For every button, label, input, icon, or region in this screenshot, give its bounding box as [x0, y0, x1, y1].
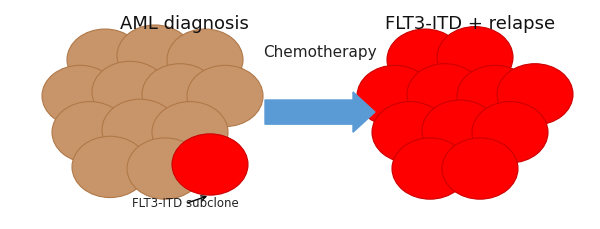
Ellipse shape — [372, 102, 448, 163]
Ellipse shape — [102, 99, 178, 161]
Ellipse shape — [52, 102, 128, 163]
Ellipse shape — [42, 65, 118, 127]
Text: FLT3-ITD subclone: FLT3-ITD subclone — [131, 196, 238, 210]
Ellipse shape — [142, 64, 218, 125]
Ellipse shape — [127, 138, 203, 199]
Text: FLT3-ITD + relapse: FLT3-ITD + relapse — [385, 15, 555, 33]
Ellipse shape — [187, 65, 263, 127]
Ellipse shape — [422, 100, 498, 161]
Ellipse shape — [457, 65, 533, 127]
Ellipse shape — [497, 64, 573, 125]
Ellipse shape — [472, 102, 548, 163]
Ellipse shape — [437, 27, 513, 88]
Ellipse shape — [117, 25, 193, 86]
Text: AML diagnosis: AML diagnosis — [120, 15, 249, 33]
Ellipse shape — [442, 138, 518, 199]
FancyArrow shape — [265, 92, 375, 132]
Ellipse shape — [92, 61, 168, 123]
Ellipse shape — [172, 134, 248, 195]
Ellipse shape — [67, 29, 143, 90]
Text: Chemotherapy: Chemotherapy — [263, 45, 377, 60]
Ellipse shape — [387, 29, 463, 90]
Ellipse shape — [152, 102, 228, 163]
Ellipse shape — [72, 136, 148, 198]
Ellipse shape — [392, 138, 468, 199]
Ellipse shape — [407, 64, 483, 125]
Ellipse shape — [167, 29, 243, 90]
Ellipse shape — [357, 65, 433, 127]
